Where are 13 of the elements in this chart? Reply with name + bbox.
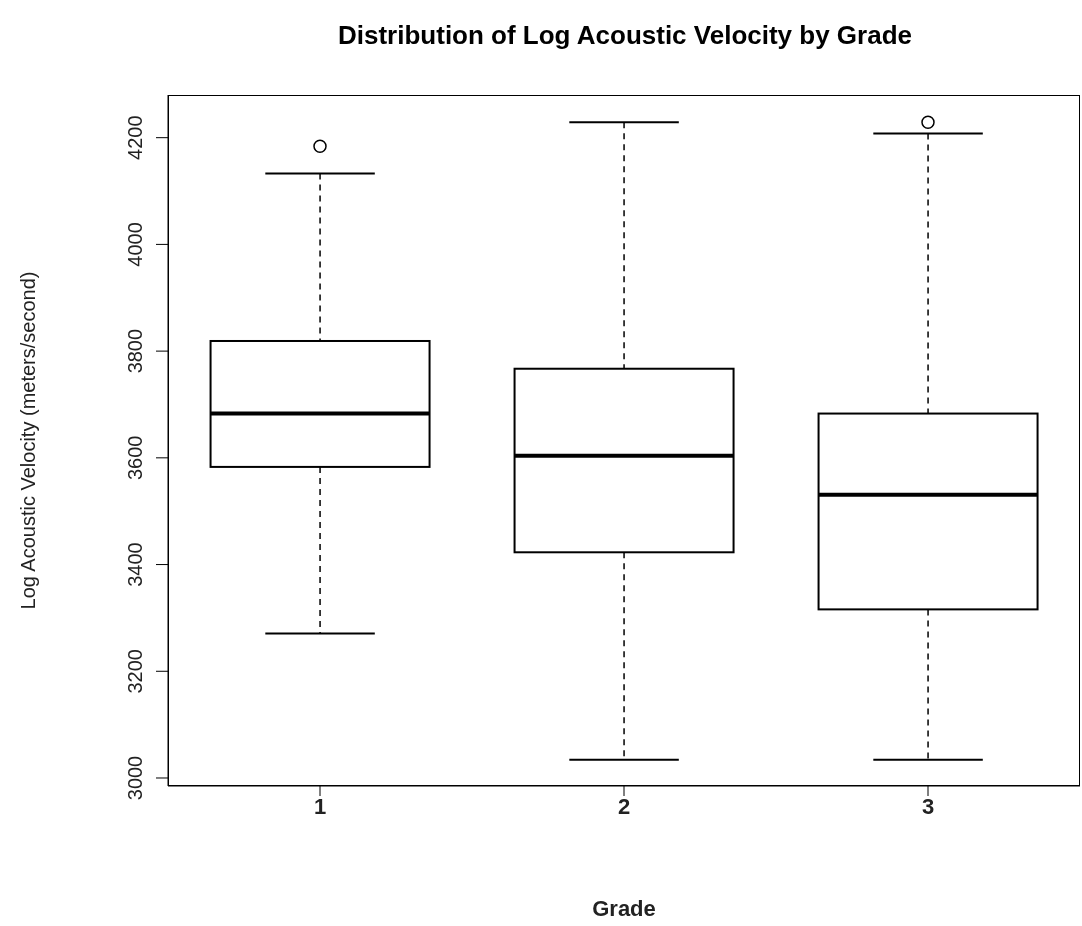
x-tick-label: 3 (921, 793, 935, 819)
y-tick-label: 3000 (124, 755, 146, 801)
y-axis-title: Log Acoustic Velocity (meters/second) (17, 271, 40, 610)
y-tick-label: 4200 (124, 115, 146, 160)
y-tick-label: 3600 (124, 435, 146, 481)
chart-title: Distribution of Log Acoustic Velocity by Grade (337, 20, 913, 51)
x-tick-label: 2 (617, 793, 631, 819)
x-axis-title: Grade (592, 896, 656, 921)
y-tick-label: 3400 (124, 542, 146, 587)
y-tick-label: 3200 (124, 649, 146, 694)
x-tick-label: 1 (313, 793, 327, 819)
y-tick-label: 3800 (124, 328, 146, 374)
y-tick-label: 4000 (124, 222, 146, 267)
